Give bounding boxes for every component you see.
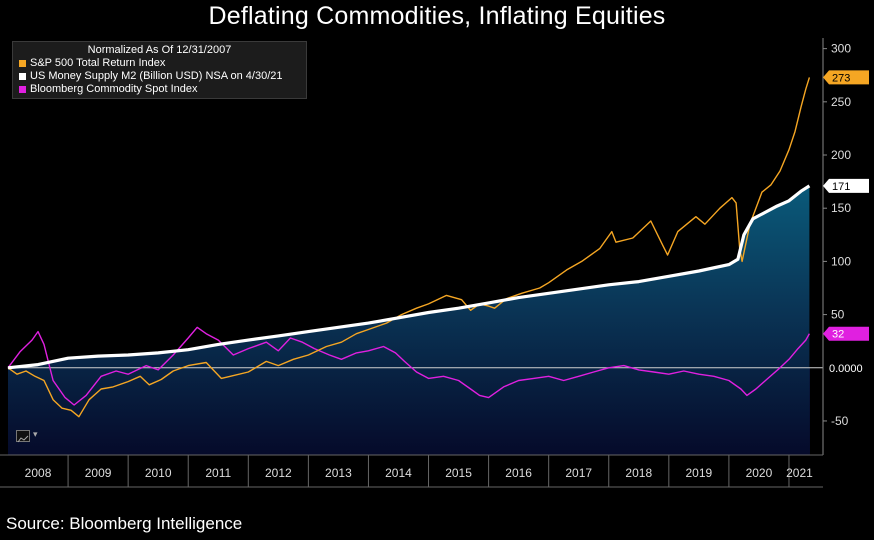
axis-layer: 300 250 200 150 100 50 -50 0.0000 2008 2009 2010 20… (0, 38, 863, 488)
x-tick-label: 2014 (385, 466, 412, 480)
value-tag-text: 32 (832, 329, 844, 341)
value-label-layer: 273 171 32 (823, 70, 869, 341)
chart-title: Deflating Commodities, Inflating Equitie… (208, 2, 666, 30)
m2-area (8, 185, 810, 455)
x-tick-label: 2008 (25, 466, 52, 480)
legend: Normalized As Of 12/31/2007 S&P 500 Tota… (12, 41, 307, 99)
y-tick-label: 100 (831, 254, 851, 268)
sp500-last-value: 273 (823, 70, 869, 85)
y-tick-label: 300 (831, 42, 851, 56)
legend-note: Normalized As Of 12/31/2007 (87, 44, 232, 56)
legend-item-commodity: Bloomberg Commodity Spot Index (19, 83, 300, 96)
legend-swatch-sp500 (19, 60, 26, 67)
value-tag-bg (823, 326, 869, 341)
x-tick-label: 2015 (445, 466, 472, 480)
x-tick-label: 2013 (325, 466, 352, 480)
value-tag-text: 171 (832, 181, 850, 193)
x-tick-label: 2012 (265, 466, 292, 480)
legend-swatch-commodity (19, 86, 26, 93)
x-tick-label: 2009 (85, 466, 112, 480)
m2-area-layer (8, 185, 810, 455)
commodity-last-value: 32 (823, 326, 869, 341)
y-tick-label: -50 (831, 414, 849, 428)
x-tick-label: 2018 (625, 466, 652, 480)
x-tick-label: 2016 (505, 466, 532, 480)
x-tick-label: 2011 (205, 466, 231, 480)
legend-label-commodity: Bloomberg Commodity Spot Index (30, 83, 198, 95)
x-tick-label: 2019 (686, 466, 713, 480)
value-tag-bg (823, 70, 869, 85)
x-tick-label: 2010 (145, 466, 172, 480)
legend-label-m2: US Money Supply M2 (Billion USD) NSA on … (30, 70, 283, 82)
source-note: Source: Bloomberg Intelligence (6, 514, 243, 533)
x-tick-label: 2017 (565, 466, 592, 480)
y-tick-label: 250 (831, 95, 851, 109)
y-tick-label: 200 (831, 148, 851, 162)
legend-item-sp500: S&P 500 Total Return Index (19, 57, 300, 70)
legend-item-m2: US Money Supply M2 (Billion USD) NSA on … (19, 70, 300, 83)
x-tick-label: 2021 (786, 466, 813, 480)
chevron-down-icon[interactable]: ▾ (33, 429, 38, 439)
value-tag-text: 273 (832, 72, 850, 84)
m2-last-value: 171 (823, 178, 869, 193)
legend-label-sp500: S&P 500 Total Return Index (30, 57, 166, 69)
series-layer (7, 77, 811, 418)
m2-line (7, 184, 811, 370)
y-tick-label: 50 (831, 308, 845, 322)
x-tick-label: 2020 (746, 466, 773, 480)
commodity-line (7, 326, 811, 406)
legend-swatch-m2 (19, 73, 26, 80)
zero-value-label: 0.0000 (829, 363, 863, 375)
sp500-line (7, 77, 811, 418)
value-tag-bg (823, 178, 869, 193)
y-tick-label: 150 (831, 201, 851, 215)
line-chart-icon[interactable] (16, 430, 30, 443)
